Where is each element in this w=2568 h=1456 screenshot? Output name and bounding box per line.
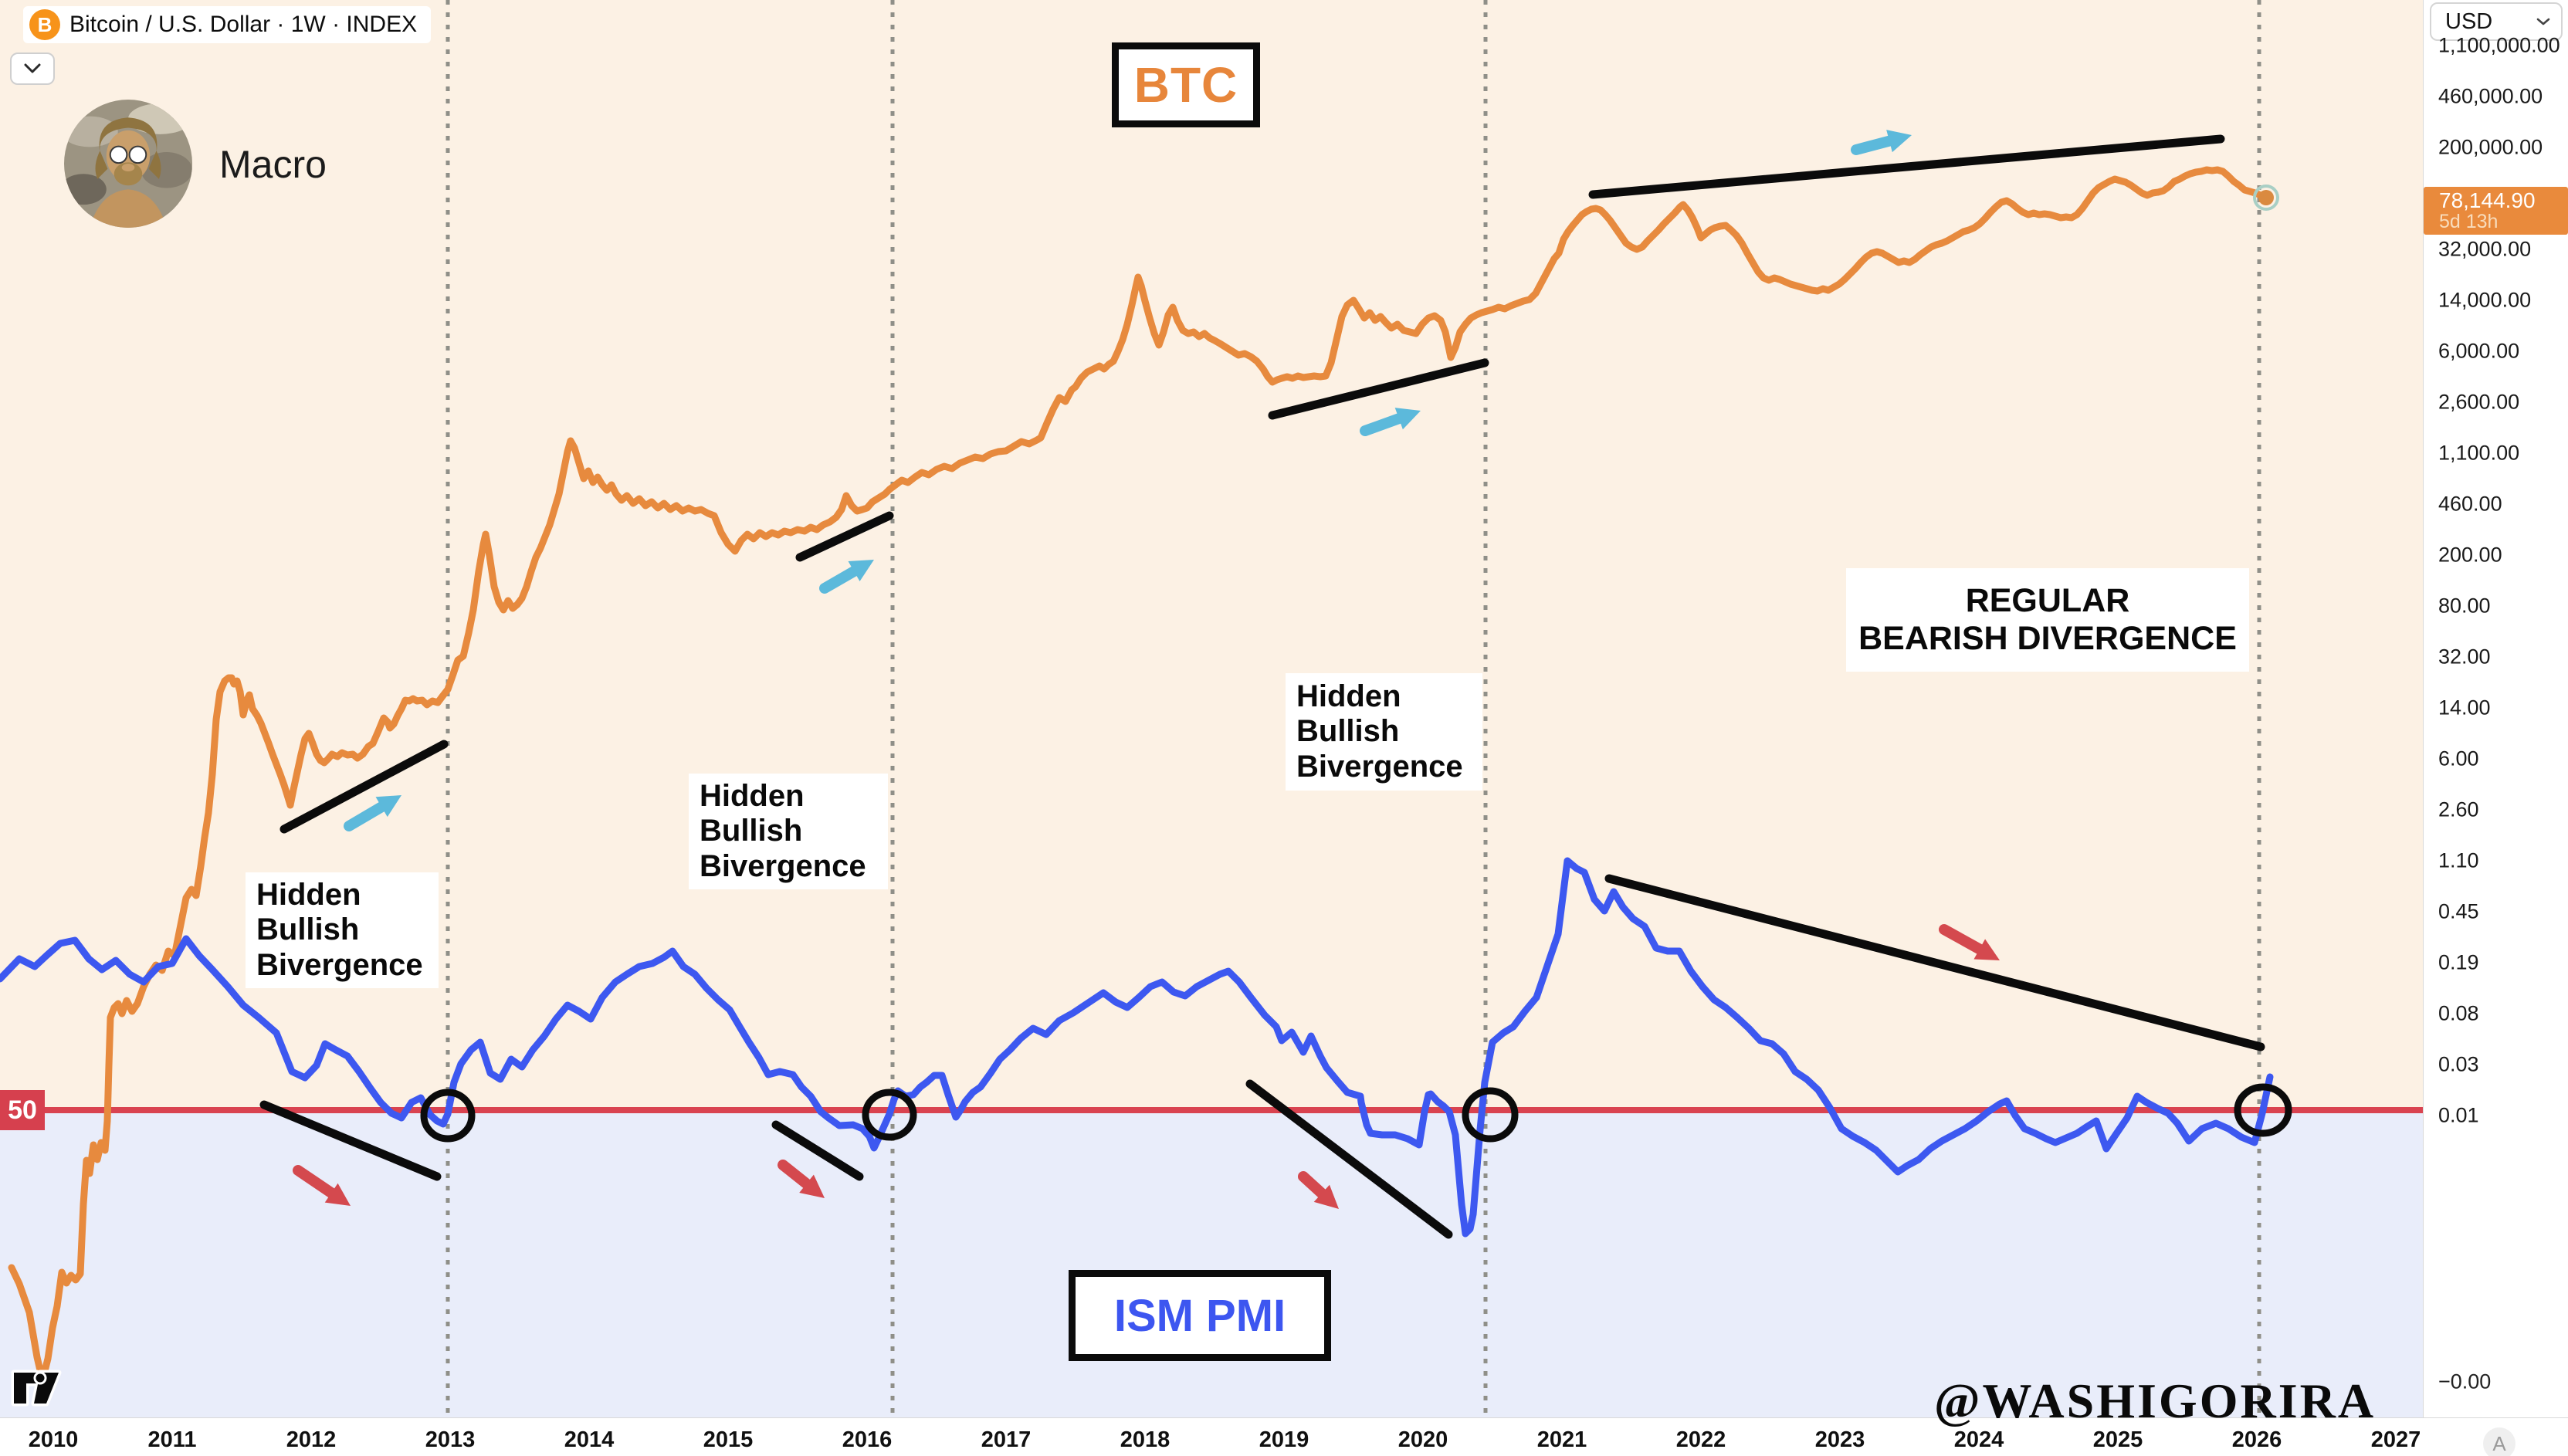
divergence-note: Hidden Bullish Bivergence — [246, 872, 439, 988]
btc-series-label-text: BTC — [1133, 57, 1238, 113]
last-price-badge: 78,144.90 5d 13h — [2424, 187, 2568, 235]
time-axis-year[interactable]: 2024 — [1953, 1427, 2004, 1452]
symbol-title-chip[interactable]: B Bitcoin / U.S. Dollar · 1W · INDEX — [23, 6, 432, 43]
price-tick-label: 2,600.00 — [2438, 390, 2520, 414]
price-tick-label: 80.00 — [2438, 594, 2491, 618]
price-tick-label: 460,000.00 — [2438, 84, 2543, 108]
adjust-scale-letter: A — [2492, 1431, 2506, 1455]
price-tick-label: 14.00 — [2438, 696, 2491, 720]
time-axis-year[interactable]: 2020 — [1397, 1427, 1448, 1452]
time-axis-year[interactable]: 2019 — [1259, 1427, 1309, 1452]
price-tick-label: 0.08 — [2438, 1001, 2479, 1025]
time-axis-year[interactable]: 2010 — [28, 1427, 79, 1452]
price-tick-label: 0.19 — [2438, 950, 2479, 974]
time-axis-year[interactable]: 2011 — [147, 1427, 197, 1452]
last-price-value: 78,144.90 — [2439, 188, 2536, 212]
price-tick-label: 0.01 — [2438, 1103, 2479, 1127]
avatar-image — [64, 100, 192, 228]
time-axis-year[interactable]: 2015 — [703, 1427, 754, 1452]
time-axis-year[interactable]: 2022 — [1675, 1427, 1726, 1452]
price-tick-label: 0.03 — [2438, 1052, 2479, 1076]
price-tick-label: 2.60 — [2438, 797, 2479, 821]
price-tick-label: 0.45 — [2438, 899, 2479, 923]
pmi-50-level-badge: 50 — [0, 1090, 45, 1130]
chevron-down-icon — [24, 63, 41, 73]
price-tick-label: 1.10 — [2438, 848, 2479, 872]
watermark-handle: @WASHIGORIRA — [1933, 1373, 2377, 1428]
divergence-note: Hidden Bullish Bivergence — [689, 774, 888, 889]
symbol-title: Bitcoin / U.S. Dollar · 1W · INDEX — [69, 12, 418, 37]
time-axis-year[interactable]: 2025 — [2092, 1427, 2143, 1452]
zero-tick-label: −0.00 — [2438, 1370, 2492, 1393]
tradingview-logo[interactable] — [11, 1363, 62, 1412]
price-tick-label: 1,100,000.00 — [2438, 33, 2560, 57]
time-axis-year[interactable]: 2013 — [425, 1427, 476, 1452]
time-axis-year[interactable]: 2026 — [2231, 1427, 2282, 1452]
price-tick-label: 32.00 — [2438, 645, 2491, 669]
bitcoin-icon: B — [29, 9, 60, 40]
time-axis-year[interactable]: 2021 — [1536, 1427, 1587, 1452]
time-axis-year[interactable]: 2023 — [1814, 1427, 1865, 1452]
divergence-note: REGULAR BEARISH DIVERGENCE — [1846, 568, 2249, 672]
currency-value: USD — [2445, 8, 2493, 34]
price-tick-label: 6,000.00 — [2438, 339, 2520, 363]
chevron-down-icon — [2536, 18, 2550, 25]
currency-select[interactable]: USD — [2430, 2, 2563, 41]
time-axis[interactable]: 2010 2011 2012 2013 2014 2015 2016 2017 2018 2019… — [0, 1417, 2423, 1456]
price-tick-label: 14,000.00 — [2438, 288, 2532, 312]
profile-name: Macro — [219, 143, 327, 186]
time-axis-year[interactable]: 2012 — [286, 1427, 337, 1452]
time-axis-year[interactable]: 2014 — [564, 1427, 615, 1452]
ism-pmi-series-label-text: ISM PMI — [1113, 1290, 1286, 1341]
time-axis-year[interactable]: 2027 — [2370, 1427, 2421, 1452]
price-tick-label: 32,000.00 — [2438, 237, 2532, 261]
adjust-scale-button[interactable]: A — [2483, 1427, 2515, 1456]
price-tick-label: 1,100.00 — [2438, 441, 2520, 465]
price-tick-label: 200,000.00 — [2438, 135, 2543, 159]
btc-series-label[interactable]: BTC — [1112, 42, 1260, 127]
candle-countdown: 5d 13h — [2439, 211, 2499, 233]
time-axis-year[interactable]: 2016 — [842, 1427, 893, 1452]
collapse-legend-button[interactable] — [10, 52, 55, 85]
ism-pmi-series-label[interactable]: ISM PMI — [1069, 1270, 1331, 1361]
below-50-shaded-region — [0, 1110, 2423, 1417]
avatar[interactable] — [64, 100, 192, 228]
divergence-note: Hidden Bullish Bivergence — [1286, 673, 1482, 791]
pmi-50-level-text: 50 — [8, 1095, 37, 1125]
price-tick-label: 460.00 — [2438, 492, 2502, 516]
price-tick-label: 6.00 — [2438, 747, 2479, 770]
time-axis-year[interactable]: 2018 — [1120, 1427, 1171, 1452]
time-axis-year[interactable]: 2017 — [981, 1427, 1032, 1452]
price-axis-panel[interactable] — [2423, 0, 2568, 1456]
price-tick-label: 200.00 — [2438, 543, 2502, 567]
